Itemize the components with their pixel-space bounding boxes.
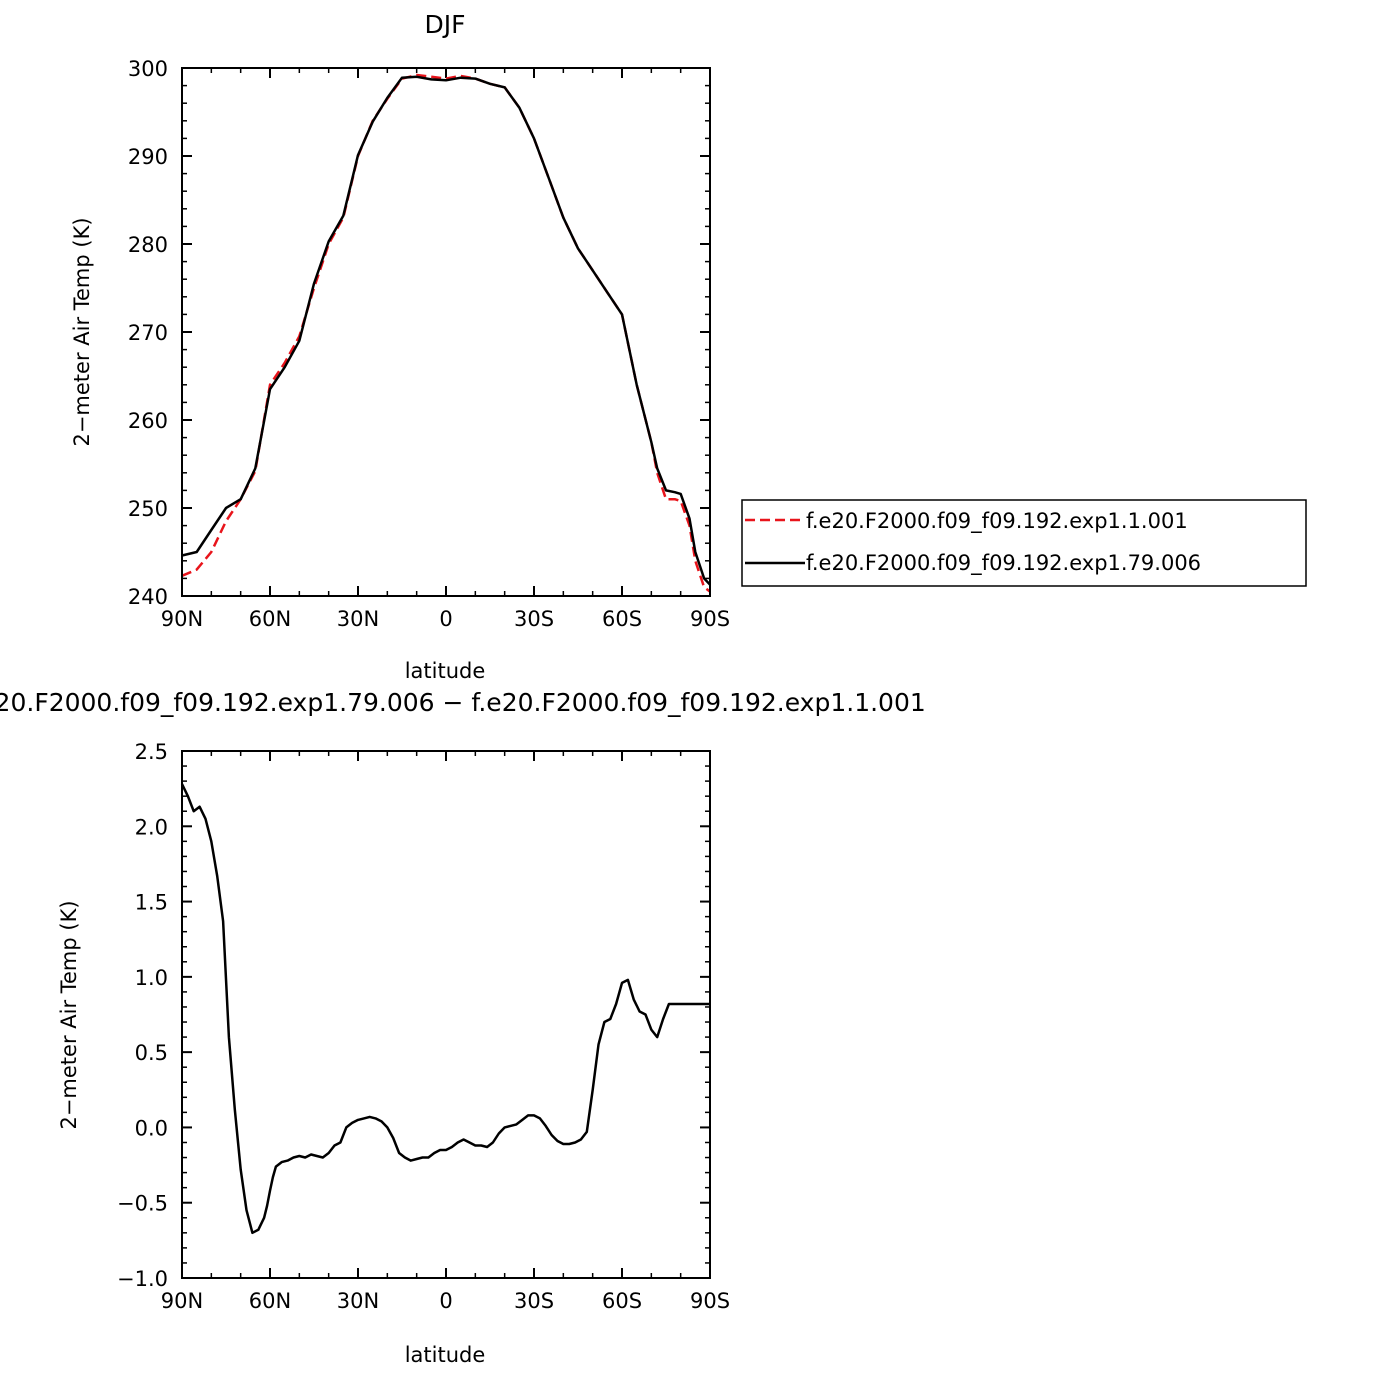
y-tick-label: 1.0 — [135, 966, 168, 990]
y-tick-label: 0.5 — [135, 1041, 168, 1065]
x-tick-label: 60S — [602, 607, 642, 631]
legend-label-exp1-79-006: f.e20.F2000.f09_f09.192.exp1.79.006 — [806, 551, 1201, 576]
top-panel-series — [181, 73, 711, 593]
bottom-panel-frame — [181, 750, 711, 1279]
top-panel-frame — [181, 67, 711, 597]
x-tick-label: 90S — [690, 1289, 730, 1313]
y-tick-label: 270 — [128, 321, 168, 345]
legend-box — [741, 499, 1307, 587]
bottom-panel: f.e20.F2000.f09_f09.192.exp1.79.006 − f.… — [0, 688, 926, 1367]
top-panel-title: DJF — [424, 10, 465, 39]
top-panel-y-axis-label: 2−meter Air Temp (K) — [70, 217, 94, 446]
bottom-panel-y-axis-label: 2−meter Air Temp (K) — [57, 900, 81, 1129]
bottom-panel-ticks: 90N 60N 30N 0 30S 60S 90S −1.0 −0.5 0.0 0.5 1.0 1.5 2… — [117, 740, 730, 1313]
y-tick-label: 0.0 — [135, 1116, 168, 1140]
x-tick-label: 90N — [161, 1289, 203, 1313]
y-tick-label: −0.5 — [117, 1192, 168, 1216]
top-panel-x-axis-label: latitude — [405, 659, 486, 683]
x-tick-label: 30S — [514, 1289, 554, 1313]
x-tick-label: 30N — [337, 1289, 379, 1313]
legend: f.e20.F2000.f09_f09.192.exp1.1.001 f.e20… — [741, 499, 1307, 587]
top-panel: DJF 2−meter Air Temp (K) latitude 90N 60N… — [70, 10, 1307, 683]
series-line-0-1 — [181, 75, 711, 586]
y-tick-label: 280 — [128, 233, 168, 257]
legend-label-exp1-1-001: f.e20.F2000.f09_f09.192.exp1.1.001 — [806, 509, 1188, 534]
x-tick-label: 30S — [514, 607, 554, 631]
series-line-1-0 — [180, 783, 710, 1235]
y-tick-label: 300 — [128, 57, 168, 81]
bottom-panel-series — [180, 783, 710, 1235]
y-tick-label: 290 — [128, 145, 168, 169]
top-panel-ticks: 90N 60N 30N 0 30S 60S 90S 240 250 260 270 280 290 300 — [128, 57, 730, 631]
x-tick-label: 60S — [602, 1289, 642, 1313]
x-tick-label: 90S — [690, 607, 730, 631]
x-tick-label: 0 — [439, 1289, 452, 1313]
y-tick-label: 250 — [128, 497, 168, 521]
series-line-0-0 — [181, 73, 711, 593]
x-tick-label: 90N — [161, 607, 203, 631]
x-tick-label: 30N — [337, 607, 379, 631]
bottom-panel-x-axis-label: latitude — [405, 1343, 486, 1367]
y-tick-label: 2.5 — [135, 740, 168, 764]
x-tick-label: 60N — [249, 1289, 291, 1313]
y-tick-label: 240 — [128, 585, 168, 609]
y-tick-label: 1.5 — [135, 891, 168, 915]
bottom-panel-title: f.e20.F2000.f09_f09.192.exp1.79.006 − f.… — [0, 688, 926, 717]
x-tick-label: 0 — [439, 607, 452, 631]
y-tick-label: −1.0 — [117, 1267, 168, 1291]
y-tick-label: 2.0 — [135, 815, 168, 839]
y-tick-label: 260 — [128, 409, 168, 433]
x-tick-label: 60N — [249, 607, 291, 631]
